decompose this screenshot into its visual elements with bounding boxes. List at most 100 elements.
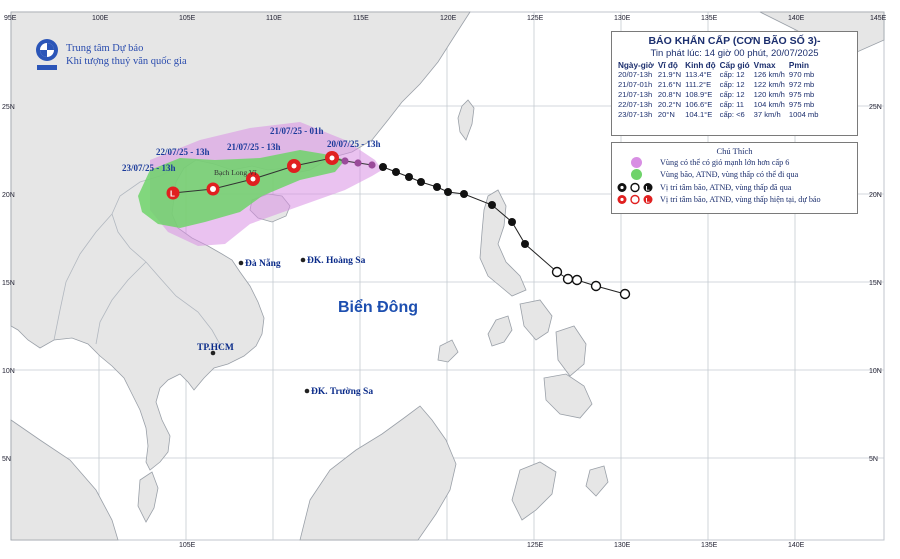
table-row: 20/07-13h 21.9°N 113.4°E cấp: 12 126 km/… bbox=[616, 70, 820, 80]
table-cell: 21/07-01h bbox=[618, 80, 653, 89]
lon-tick-label: 105E bbox=[179, 542, 196, 549]
table-cell: 37 km/h bbox=[753, 110, 781, 119]
table-cell: cấp: <6 bbox=[719, 110, 745, 119]
lon-tick-label: 140E bbox=[788, 15, 805, 22]
country-borders bbox=[53, 167, 223, 349]
lon-tick-label: 120E bbox=[440, 15, 457, 22]
land bbox=[10, 11, 885, 541]
table-cell: 22/07-13h bbox=[618, 100, 653, 109]
lat-tick-label: 25N bbox=[2, 104, 15, 111]
table-cell: cấp: 11 bbox=[719, 100, 744, 109]
forecast-time-label: 20/07/25 - 13h bbox=[327, 139, 381, 149]
lon-tick-label: 110E bbox=[266, 15, 282, 22]
table-cell: 113.4°E bbox=[685, 70, 712, 79]
lat-tick-label: 5N bbox=[869, 456, 878, 463]
forecast-storm-symbols-icon: L bbox=[617, 195, 653, 205]
table-cell: 104 km/h bbox=[753, 100, 785, 109]
table-cell: cấp: 12 bbox=[719, 80, 745, 89]
table-row: 22/07-13h 20.2°N 106.6°E cấp: 11 104 km/… bbox=[616, 100, 820, 110]
storm-symbol-icon bbox=[325, 151, 339, 165]
place-tp-hcm: TP.HCM bbox=[197, 343, 234, 353]
svg-text:L: L bbox=[646, 185, 650, 192]
legend-item-label: Vị trí tâm bão, ATNĐ, vùng thấp đã qua bbox=[660, 182, 792, 192]
legend-title: Chú Thích bbox=[716, 146, 753, 156]
past-position-marker bbox=[368, 161, 376, 169]
past-position-marker bbox=[392, 168, 400, 176]
low-pressure-symbol-icon: L bbox=[166, 186, 180, 200]
lon-tick-label: 135E bbox=[701, 15, 718, 22]
green-dot-icon bbox=[630, 169, 642, 181]
past-position-marker bbox=[460, 190, 468, 198]
forecast-time-label: 21/07/25 - 01h bbox=[270, 126, 324, 136]
storm-symbol-icon bbox=[246, 172, 260, 186]
legend-item: Vùng bão, ATNĐ, vùng thấp có thể đi qua bbox=[612, 169, 857, 182]
table-cell: 20.8°N bbox=[657, 90, 682, 99]
place-truong-sa: ĐK. Trường Sa bbox=[311, 387, 373, 397]
lon-tick-label: 130E bbox=[614, 542, 631, 549]
organization-name: Trung tâm Dự báo Khí tượng thuỷ văn quốc… bbox=[66, 42, 187, 68]
lat-tick-label: 15N bbox=[869, 280, 882, 287]
lon-tick-label: 125E bbox=[527, 542, 544, 549]
table-cell: 126 km/h bbox=[753, 70, 785, 79]
column-header: Vmax bbox=[753, 61, 776, 70]
past-position-marker bbox=[341, 157, 349, 165]
axis-labels: 95E 100E 105E 110E 115E 120E 125E 130E 1… bbox=[2, 15, 887, 549]
svg-text:L: L bbox=[646, 198, 650, 205]
place-da-nang: Đà Nẵng bbox=[245, 258, 281, 269]
forecast-time-label: 21/07/25 - 13h bbox=[227, 142, 281, 152]
past-position-marker bbox=[619, 288, 631, 300]
table-cell: 104.1°E bbox=[685, 110, 713, 119]
island-marker bbox=[300, 257, 306, 263]
table-cell: cấp: 12 bbox=[719, 90, 745, 99]
column-header: Pmin bbox=[788, 61, 809, 70]
past-position-marker bbox=[354, 159, 362, 167]
column-header: Kinh độ bbox=[685, 61, 716, 70]
nchmf-logo-icon bbox=[36, 39, 58, 70]
storm-symbol-icon bbox=[287, 159, 301, 173]
lon-tick-label: 135E bbox=[701, 542, 718, 549]
lat-tick-label: 15N bbox=[2, 280, 15, 287]
table-cell: 20/07-13h bbox=[618, 70, 653, 79]
lon-tick-label: 95E bbox=[4, 15, 17, 22]
table-cell: 20.2°N bbox=[657, 100, 682, 109]
lon-tick-label: 100E bbox=[92, 15, 109, 22]
past-position-marker bbox=[571, 274, 583, 286]
lat-tick-label: 20N bbox=[2, 192, 15, 199]
forecast-time-label: 22/07/25 - 13h bbox=[156, 147, 210, 157]
legend-box: Chú Thích Vùng có thể có gió mạnh lớn hơ… bbox=[611, 142, 858, 214]
past-position-marker bbox=[405, 173, 413, 181]
forecast-time-label: 23/07/25 - 13h bbox=[122, 163, 176, 173]
lat-tick-label: 5N bbox=[2, 456, 11, 463]
lat-tick-label: 20N bbox=[869, 192, 882, 199]
table-cell: 120 km/h bbox=[753, 90, 785, 99]
table-cell: 21.9°N bbox=[657, 70, 682, 79]
table-cell: 20°N bbox=[657, 110, 675, 119]
table-cell: 21/07-13h bbox=[618, 90, 653, 99]
legend-item: L Vị trí tâm bão, ATNĐ, vùng thấp đã qua bbox=[612, 181, 857, 194]
lon-tick-label: 105E bbox=[179, 15, 196, 22]
past-storm-symbols-icon: L bbox=[617, 182, 653, 192]
lat-tick-label: 10N bbox=[2, 368, 15, 375]
column-header: Cấp gió bbox=[719, 61, 750, 70]
table-cell: 975 mb bbox=[788, 90, 815, 99]
city-marker bbox=[210, 350, 216, 356]
past-position-marker bbox=[444, 188, 452, 196]
past-position-marker bbox=[551, 266, 563, 278]
places: Bạch Long Vĩ Đà Nẵng ĐK. Hoàng Sa TP.HCM… bbox=[197, 168, 418, 397]
bulletin-title: BÁO KHẨN CẤP (CƠN BÃO SỐ 3)- bbox=[648, 35, 821, 47]
column-header: Vĩ độ bbox=[657, 61, 678, 70]
table-row: 21/07-13h 20.8°N 108.9°E cấp: 12 120 km/… bbox=[616, 90, 820, 100]
svg-text:L: L bbox=[170, 190, 175, 199]
purple-dot-icon bbox=[630, 156, 642, 168]
bulletin-issued-time: Tin phát lúc: 14 giờ 00 phút, 20/07/2025 bbox=[650, 48, 819, 59]
organization-line-2: Khí tượng thuỷ văn quốc gia bbox=[66, 56, 187, 67]
past-position-marker bbox=[521, 240, 529, 248]
table-row: 21/07-01h 21.6°N 111.2°E cấp: 12 122 km/… bbox=[616, 80, 820, 90]
column-header: Ngày-giờ bbox=[618, 61, 654, 70]
past-position-marker bbox=[590, 280, 602, 292]
past-position-marker bbox=[433, 183, 441, 191]
legend-item: Vùng có thể có gió mạnh lớn hơn cấp 6 bbox=[612, 156, 857, 169]
table-cell: 23/07-13h bbox=[618, 110, 653, 119]
tropical-depression-symbol-icon bbox=[206, 182, 220, 196]
lat-tick-label: 10N bbox=[869, 368, 882, 375]
